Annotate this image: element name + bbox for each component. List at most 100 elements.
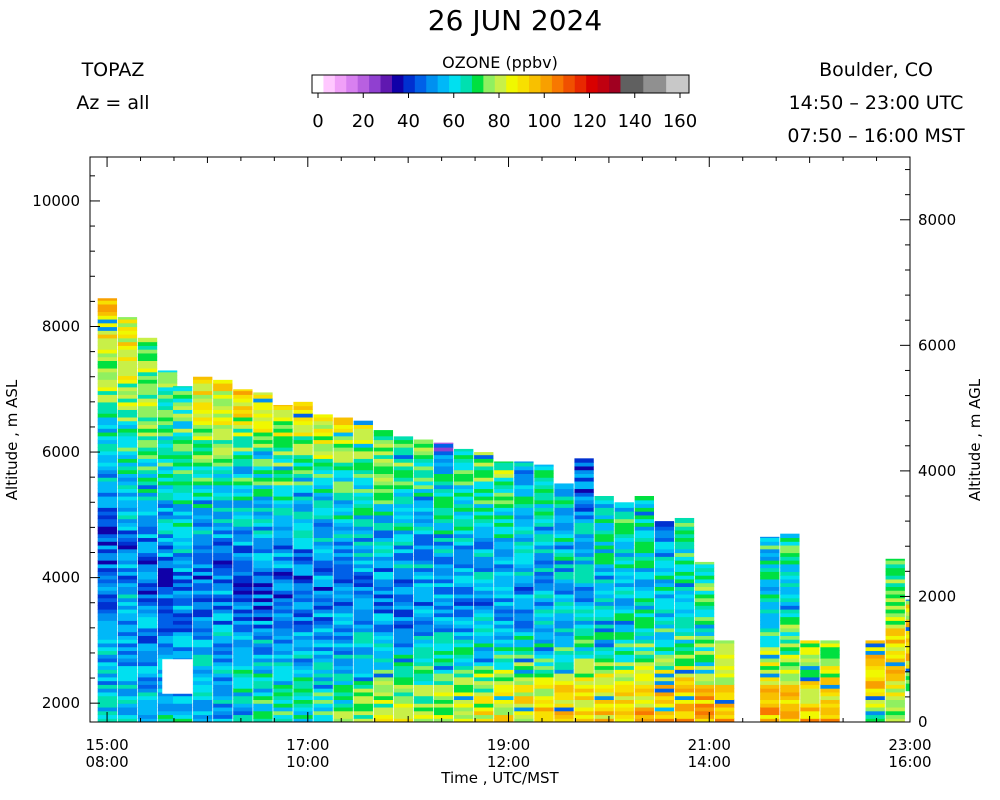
heatmap-cell: [534, 556, 553, 560]
heatmap-cell: [615, 515, 634, 519]
y-left-tick-label: 6000: [42, 443, 80, 461]
heatmap-cell: [615, 502, 634, 504]
heatmap-cell: [434, 549, 453, 553]
heatmap-cell: [98, 628, 117, 632]
heatmap-cell: [213, 594, 232, 598]
heatmap-cell: [886, 703, 905, 707]
heatmap-cell: [118, 647, 137, 651]
heatmap-cell: [394, 473, 413, 477]
heatmap-cell: [98, 703, 117, 707]
heatmap-cell: [615, 522, 634, 526]
heatmap-cell: [534, 647, 553, 651]
heatmap-cell: [233, 394, 252, 398]
heatmap-cell: [193, 473, 212, 477]
heatmap-cell: [514, 707, 533, 711]
heatmap-cell: [494, 666, 513, 670]
heatmap-cell: [886, 559, 905, 561]
heatmap-cell: [635, 628, 654, 632]
heatmap-cell: [414, 699, 433, 703]
heatmap-cell: [173, 387, 192, 391]
heatmap-cell: [173, 711, 192, 715]
heatmap-cell: [213, 402, 232, 406]
heatmap-cell: [374, 609, 393, 613]
heatmap-cell: [98, 666, 117, 670]
heatmap-cell: [293, 424, 312, 428]
heatmap-cell: [233, 522, 252, 526]
heatmap-cell: [213, 666, 232, 670]
heatmap-cell: [173, 617, 192, 621]
heatmap-cell: [780, 537, 799, 541]
heatmap-cell: [313, 696, 332, 700]
heatmap-cell: [434, 560, 453, 564]
heatmap-cell: [98, 368, 117, 372]
heatmap-cell: [138, 643, 157, 647]
heatmap-cell: [554, 662, 573, 666]
heatmap-cell: [635, 579, 654, 583]
heatmap-cell: [193, 485, 212, 489]
heatmap-cell: [138, 635, 157, 639]
heatmap-cell: [695, 601, 714, 605]
heatmap-cell: [414, 492, 433, 496]
heatmap-cell: [615, 504, 634, 508]
heatmap-cell: [414, 714, 433, 718]
heatmap-cell: [454, 650, 473, 654]
heatmap-cell: [494, 639, 513, 643]
heatmap-cell: [474, 515, 493, 519]
heatmap-cell: [293, 421, 312, 425]
heatmap-cell: [394, 496, 413, 500]
heatmap-cell: [193, 571, 212, 575]
heatmap-cell: [454, 673, 473, 677]
heatmap-cell: [780, 564, 799, 568]
heatmap-cell: [595, 613, 614, 617]
heatmap-cell: [615, 579, 634, 583]
heatmap-cell: [213, 650, 232, 654]
heatmap-cell: [494, 714, 513, 718]
heatmap-cell: [675, 590, 694, 594]
heatmap-cell: [213, 605, 232, 609]
heatmap-cell: [534, 658, 553, 662]
heatmap-cell: [213, 440, 232, 444]
heatmap-cell: [193, 455, 212, 459]
heatmap-cell: [98, 568, 117, 572]
heatmap-cell: [98, 364, 117, 368]
heatmap-cell: [675, 714, 694, 718]
heatmap-cell: [138, 357, 157, 361]
heatmap-cell: [414, 658, 433, 662]
heatmap-cell: [118, 338, 137, 342]
heatmap-cell: [293, 673, 312, 677]
heatmap-cell: [635, 639, 654, 643]
heatmap-cell: [474, 598, 493, 602]
heatmap-cell: [138, 647, 157, 651]
heatmap-cell: [414, 571, 433, 575]
heatmap-cell: [253, 590, 272, 594]
heatmap-cell: [615, 666, 634, 670]
heatmap-cell: [494, 511, 513, 515]
heatmap-cell: [414, 511, 433, 515]
utc-range-label: 14:50 – 23:00 UTC: [789, 92, 964, 114]
heatmap-cell: [760, 677, 779, 681]
heatmap-cell: [494, 681, 513, 685]
heatmap-cell: [434, 692, 453, 696]
heatmap-cell: [98, 688, 117, 692]
heatmap-cell: [213, 601, 232, 605]
heatmap-cell: [760, 666, 779, 670]
heatmap-cell: [313, 488, 332, 492]
heatmap-cell: [494, 461, 513, 462]
heatmap-cell: [615, 530, 634, 534]
heatmap-cell: [574, 586, 593, 590]
heatmap-cell: [118, 345, 137, 349]
heatmap-cell: [213, 421, 232, 425]
heatmap-cell: [354, 485, 373, 489]
heatmap-cell: [394, 677, 413, 681]
heatmap-cell: [635, 560, 654, 564]
heatmap-cell: [213, 583, 232, 587]
heatmap-cell: [374, 549, 393, 553]
heatmap-cell: [695, 590, 714, 594]
heatmap-cell: [213, 391, 232, 395]
heatmap-cell: [514, 500, 533, 504]
heatmap-cell: [675, 707, 694, 711]
heatmap-cell: [534, 541, 553, 545]
heatmap-cell: [253, 507, 272, 511]
heatmap-cell: [780, 650, 799, 654]
heatmap-cell: [635, 681, 654, 685]
